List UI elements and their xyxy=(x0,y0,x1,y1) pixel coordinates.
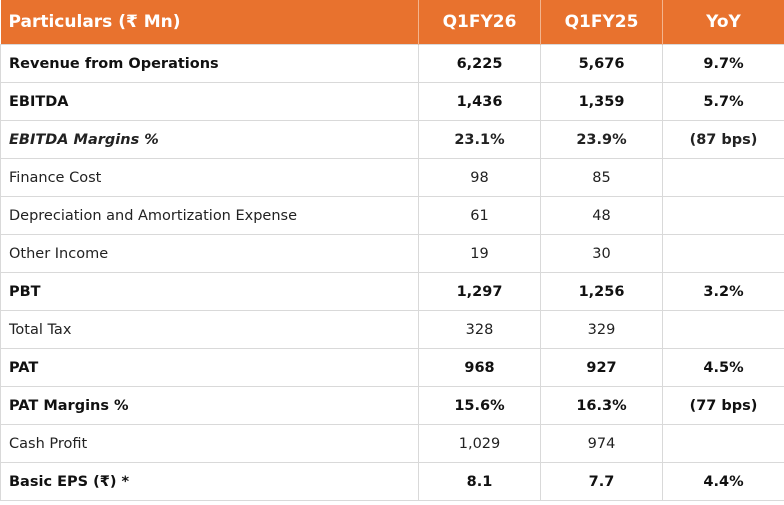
row-label: Total Tax xyxy=(0,310,419,349)
value-cell: 1,359 xyxy=(540,82,663,121)
value-cell: 48 xyxy=(540,196,663,235)
value-cell: 5.7% xyxy=(662,82,784,121)
header-cell: Q1FY26 xyxy=(418,0,541,45)
value-cell: 927 xyxy=(540,348,663,387)
value-cell: 16.3% xyxy=(540,386,663,425)
table-row: Finance Cost 98 85 xyxy=(0,158,784,197)
value-cell: 1,297 xyxy=(418,272,541,311)
value-cell: 329 xyxy=(540,310,663,349)
header-cell: YoY xyxy=(662,0,784,45)
value-cell: 3.2% xyxy=(662,272,784,311)
value-cell: 4.4% xyxy=(662,462,784,501)
value-cell xyxy=(662,234,784,273)
value-cell: 974 xyxy=(540,424,663,463)
table-row: Basic EPS (₹) * 8.1 7.7 4.4% xyxy=(0,462,784,501)
value-cell: 8.1 xyxy=(418,462,541,501)
value-cell xyxy=(662,158,784,197)
table-body: Revenue from Operations 6,225 5,676 9.7% EBI… xyxy=(0,44,784,501)
value-cell: 328 xyxy=(418,310,541,349)
table-row: PAT Margins % 15.6% 16.3% (77 bps) xyxy=(0,386,784,425)
row-label: Basic EPS (₹) * xyxy=(0,462,419,501)
table-row: EBITDA 1,436 1,359 5.7% xyxy=(0,82,784,121)
value-cell: 4.5% xyxy=(662,348,784,387)
value-cell xyxy=(662,310,784,349)
value-cell: 1,256 xyxy=(540,272,663,311)
row-label: PAT Margins % xyxy=(0,386,419,425)
value-cell xyxy=(662,196,784,235)
table-row: PAT 968 927 4.5% xyxy=(0,348,784,387)
value-cell: 30 xyxy=(540,234,663,273)
table-row: Cash Profit 1,029 974 xyxy=(0,424,784,463)
value-cell: 23.1% xyxy=(418,120,541,159)
value-cell: 15.6% xyxy=(418,386,541,425)
row-label: Depreciation and Amortization Expense xyxy=(0,196,419,235)
row-label: Other Income xyxy=(0,234,419,273)
table-row: EBITDA Margins % 23.1% 23.9% (87 bps) xyxy=(0,120,784,159)
header-row: Particulars (₹ Mn) Q1FY26 Q1FY25 YoY xyxy=(0,0,784,45)
value-cell: 968 xyxy=(418,348,541,387)
row-label: EBITDA xyxy=(0,82,419,121)
value-cell: (77 bps) xyxy=(662,386,784,425)
table-row: Total Tax 328 329 xyxy=(0,310,784,349)
table-row: Other Income 19 30 xyxy=(0,234,784,273)
row-label: PBT xyxy=(0,272,419,311)
value-cell xyxy=(662,424,784,463)
value-cell: 85 xyxy=(540,158,663,197)
value-cell: 61 xyxy=(418,196,541,235)
row-label: EBITDA Margins % xyxy=(0,120,419,159)
value-cell: 7.7 xyxy=(540,462,663,501)
value-cell: 98 xyxy=(418,158,541,197)
row-label: PAT xyxy=(0,348,419,387)
value-cell: 19 xyxy=(418,234,541,273)
header-cell: Q1FY25 xyxy=(540,0,663,45)
value-cell: 9.7% xyxy=(662,44,784,83)
value-cell: 1,436 xyxy=(418,82,541,121)
value-cell: (87 bps) xyxy=(662,120,784,159)
value-cell: 1,029 xyxy=(418,424,541,463)
table-row: PBT 1,297 1,256 3.2% xyxy=(0,272,784,311)
row-label: Revenue from Operations xyxy=(0,44,419,83)
row-label: Finance Cost xyxy=(0,158,419,197)
table-row: Revenue from Operations 6,225 5,676 9.7% xyxy=(0,44,784,83)
row-label: Cash Profit xyxy=(0,424,419,463)
value-cell: 5,676 xyxy=(540,44,663,83)
value-cell: 23.9% xyxy=(540,120,663,159)
value-cell: 6,225 xyxy=(418,44,541,83)
table-row: Depreciation and Amortization Expense 61 4… xyxy=(0,196,784,235)
header-cell: Particulars (₹ Mn) xyxy=(0,0,419,45)
